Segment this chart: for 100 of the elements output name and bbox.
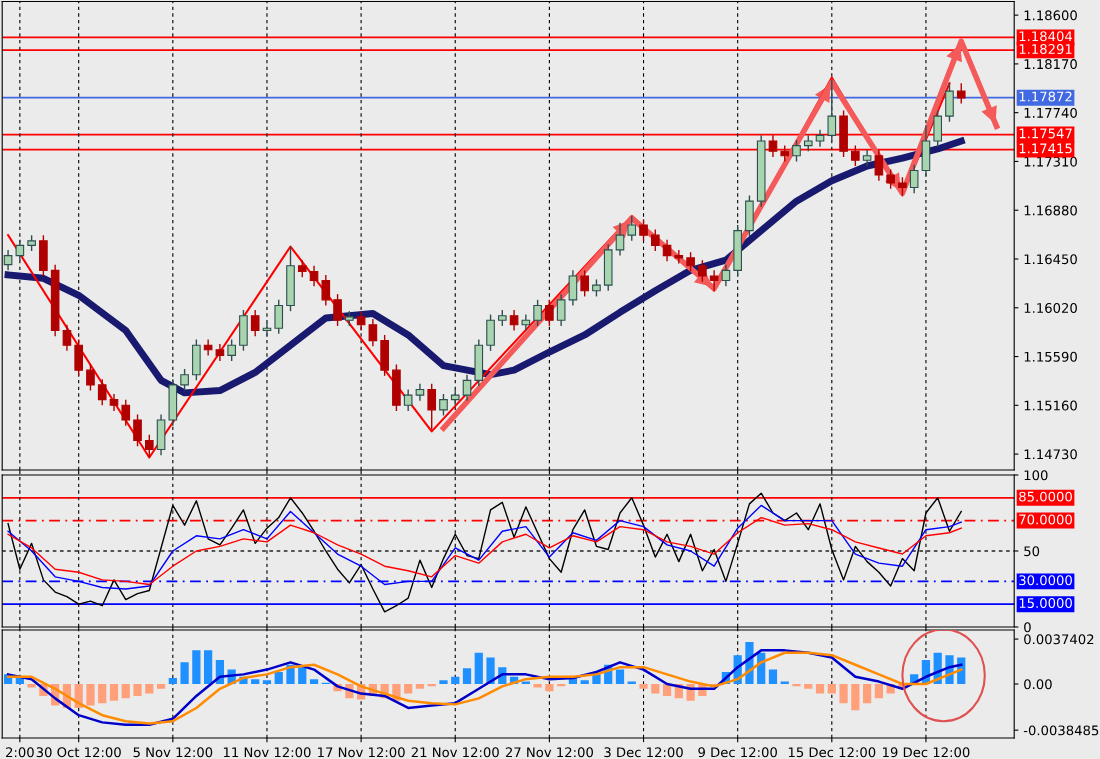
x-tick-label: 11 Nov 12:00	[223, 747, 311, 758]
bar	[439, 680, 448, 684]
y-tick-label: 1.15590	[1024, 351, 1077, 362]
y-tick-label: 1.16450	[1024, 254, 1077, 265]
y-tick-label: 1.16020	[1024, 302, 1077, 313]
candlestick	[274, 299, 284, 335]
candlestick	[874, 149, 884, 182]
candlestick	[662, 239, 672, 262]
bar	[415, 683, 425, 689]
bar	[768, 669, 778, 684]
bar	[462, 668, 472, 684]
y-tick-label: 1.15160	[1024, 400, 1077, 411]
x-tick-label: 19 Dec 12:00	[883, 747, 970, 758]
ref-line-label: 1.17872	[1019, 91, 1072, 102]
bar	[651, 683, 660, 694]
candlestick	[533, 299, 542, 327]
bar	[86, 683, 95, 706]
bar	[262, 680, 272, 684]
bar	[404, 683, 413, 694]
y-tick-label: 1.18600	[1024, 10, 1077, 21]
x-tick-label: 3 Dec 12:00	[604, 747, 683, 758]
candlestick	[86, 363, 95, 392]
bar	[486, 657, 495, 684]
candlestick	[721, 263, 731, 287]
bar	[274, 671, 283, 684]
candlestick	[15, 239, 25, 262]
candlestick	[250, 309, 260, 337]
x-tick-label: 15 Dec 12:00	[788, 747, 876, 758]
x-tick-label: 5 Nov 12:00	[133, 747, 213, 758]
candlestick	[62, 324, 72, 352]
candlestick	[121, 398, 131, 427]
bar	[27, 683, 36, 688]
y-tick-label: 0.00	[1024, 679, 1052, 690]
candlestick	[133, 413, 142, 447]
y-tick-label: 1.18170	[1024, 59, 1077, 70]
candlestick	[615, 222, 625, 257]
candlestick	[709, 269, 719, 292]
x-tick-label: 17 Nov 12:00	[318, 747, 405, 758]
candlestick	[368, 318, 378, 348]
x-tick-label: 21 Nov 12:00	[411, 747, 499, 758]
bar	[168, 677, 177, 684]
bar	[251, 679, 260, 684]
y-tick-label: 50	[1024, 546, 1040, 557]
candlestick	[227, 338, 236, 362]
bar	[839, 683, 848, 704]
bar	[474, 652, 483, 684]
candlestick	[556, 293, 566, 327]
ref-line-label: 1.18291	[1019, 44, 1072, 55]
y-tick-label: 1.16880	[1024, 205, 1077, 216]
bar	[862, 683, 872, 704]
bar	[451, 676, 460, 684]
bar	[180, 662, 189, 684]
candlestick	[333, 293, 342, 327]
bar	[545, 683, 554, 692]
ref-line-label: 15.0000	[1019, 598, 1072, 609]
ref-line-label: 70.0000	[1019, 514, 1072, 525]
bar	[204, 650, 213, 684]
candlestick	[792, 139, 801, 163]
ref-line-label: 1.18404	[1019, 31, 1073, 42]
candlestick	[698, 259, 707, 283]
bar	[533, 683, 542, 688]
candlestick	[650, 228, 660, 252]
x-tick-label: 30 Oct 12:00	[36, 747, 121, 758]
candlestick	[545, 299, 554, 327]
candlestick	[686, 251, 695, 273]
candlestick	[827, 79, 837, 142]
bar	[109, 683, 119, 701]
candlestick	[3, 249, 13, 272]
candlestick	[403, 388, 413, 412]
bar	[145, 683, 154, 694]
bar	[815, 683, 825, 694]
bar	[15, 677, 24, 684]
x-tick-label: 27 Nov 12:00	[505, 747, 593, 758]
candlestick	[203, 338, 213, 357]
candlestick	[768, 134, 778, 158]
candlestick	[321, 274, 331, 307]
candlestick	[509, 309, 519, 332]
bar	[851, 683, 860, 711]
y-tick-label: 100	[1024, 470, 1048, 481]
candlestick	[627, 215, 637, 242]
y-tick-label: -0.0038485	[1023, 725, 1099, 736]
bar	[309, 679, 319, 684]
bar	[156, 683, 166, 689]
candlestick	[309, 265, 319, 287]
y-tick-label: 1.17740	[1024, 107, 1077, 118]
ref-line-label: 85.0000	[1019, 491, 1072, 502]
bar	[615, 669, 625, 684]
candlestick	[674, 249, 684, 265]
bar	[121, 683, 130, 699]
candlestick	[639, 218, 648, 242]
x-tick-label: 9 Dec 12:00	[698, 747, 777, 758]
candlestick	[568, 269, 578, 307]
candlestick	[909, 164, 919, 194]
y-tick-label: 1.14730	[1024, 449, 1077, 460]
candlestick	[862, 149, 872, 167]
bar	[639, 683, 648, 689]
bar	[580, 680, 589, 684]
x-tick-label: 2:00	[6, 747, 34, 758]
candlestick	[356, 310, 366, 332]
bar	[827, 683, 836, 694]
